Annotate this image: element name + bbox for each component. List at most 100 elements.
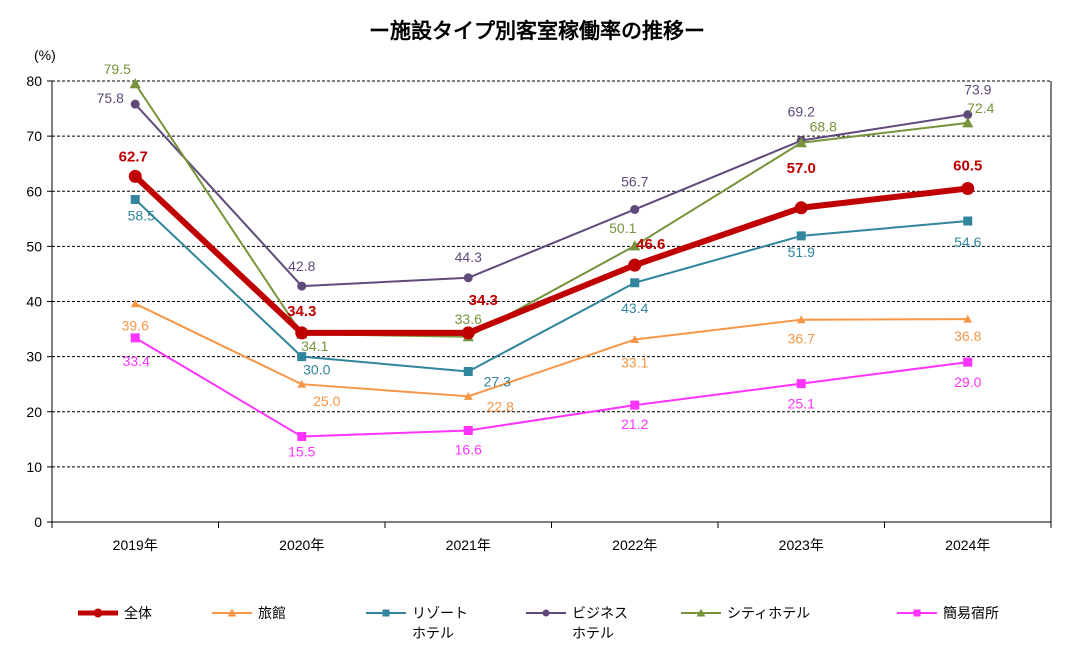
y-tick-label: 0 [34,514,42,530]
y-axis-unit: (%) [34,47,56,63]
data-label: 25.1 [788,396,815,412]
series-line [134,198,968,373]
data-point [630,335,640,344]
data-label: 79.5 [104,61,131,77]
x-tick-label: 2021年 [446,537,491,553]
data-label: 30.0 [303,362,330,378]
data-label: 39.6 [122,318,149,334]
data-point [962,117,974,128]
data-label: 46.6 [636,236,665,253]
series-3 [130,99,973,291]
y-tick-label: 80 [26,73,42,89]
legend-marker [542,609,550,617]
data-point [795,137,807,148]
chart-title: ー施設タイプ別客室稼働率の推移ー [369,19,705,43]
data-label: 51.9 [788,244,815,260]
data-point [463,391,473,400]
legend-label: 簡易宿所 [943,605,999,622]
data-label: 73.9 [964,82,991,98]
data-point [630,278,640,288]
data-label: 33.6 [455,311,482,327]
y-tick-label: 40 [26,294,42,310]
x-tick-label: 2022年 [612,537,657,553]
data-point [794,201,808,215]
data-point [130,299,140,308]
series-group [128,78,975,442]
x-tick-label: 2023年 [779,537,824,553]
series-1 [130,299,973,400]
data-label: 27.3 [484,374,511,390]
data-point [796,315,806,324]
y-tick-label: 60 [26,183,42,199]
data-point [796,231,806,241]
x-tick-label: 2024年 [945,537,990,553]
legend-label: ホテル [572,626,614,642]
legend-item: 旅館 [212,605,286,622]
legend-marker [93,608,103,618]
series-line [134,83,968,338]
data-label: 44.3 [455,249,482,265]
data-point [463,425,473,435]
data-point [961,181,975,195]
data-label: 25.0 [313,393,340,409]
data-labels: 62.7 34.3 34.3 46.6 57.0 60.5 39.6 25.0 22.8 33.1… [97,61,995,460]
data-point [297,379,307,388]
data-label: 54.6 [954,234,981,250]
data-label: 34.3 [469,292,498,309]
data-label: 42.8 [288,258,315,274]
data-point [297,352,307,362]
data-label: 60.5 [953,157,982,174]
data-label: 34.1 [301,338,328,354]
data-point [130,195,140,205]
y-tick-label: 70 [26,128,42,144]
data-label: 43.4 [621,300,648,316]
legend-label: 全体 [124,605,152,622]
data-point [461,326,475,340]
series-line [134,337,968,438]
data-point [628,258,642,272]
legend-label: ビジネス [572,606,628,622]
data-label: 56.7 [621,173,648,189]
data-label: 75.8 [97,90,124,106]
series-line [134,103,968,288]
data-label: 72.4 [967,100,994,116]
legend-label: 旅館 [258,605,286,622]
data-label: 62.7 [119,148,148,165]
data-label: 50.1 [609,220,636,236]
data-point [796,379,806,389]
data-point [963,110,973,120]
data-point [463,273,473,283]
legend-label: リゾート [412,606,468,622]
data-point [297,281,307,291]
data-point [463,367,473,377]
data-label: 57.0 [787,160,816,177]
data-point [129,78,141,89]
y-tick-label: 20 [26,404,42,420]
data-label: 36.8 [954,328,981,344]
data-point [963,357,973,367]
series-5 [130,333,973,442]
data-label: 34.3 [287,303,316,320]
legend-marker [382,609,390,617]
legend-label: シティホテル [727,606,810,622]
series-line [134,302,968,398]
data-label: 58.5 [128,208,155,224]
data-label: 33.4 [123,353,150,369]
data-point [295,326,309,340]
data-point [629,240,641,251]
data-point [630,204,640,214]
data-point [130,333,140,343]
y-tick-label: 10 [26,459,42,475]
data-label: 29.0 [954,374,981,390]
legend-item: 簡易宿所 [897,605,999,622]
data-point [130,99,140,109]
legend-marker [696,608,706,617]
y-tick-label: 50 [26,238,42,254]
legend-marker [227,608,237,617]
data-point [297,432,307,442]
